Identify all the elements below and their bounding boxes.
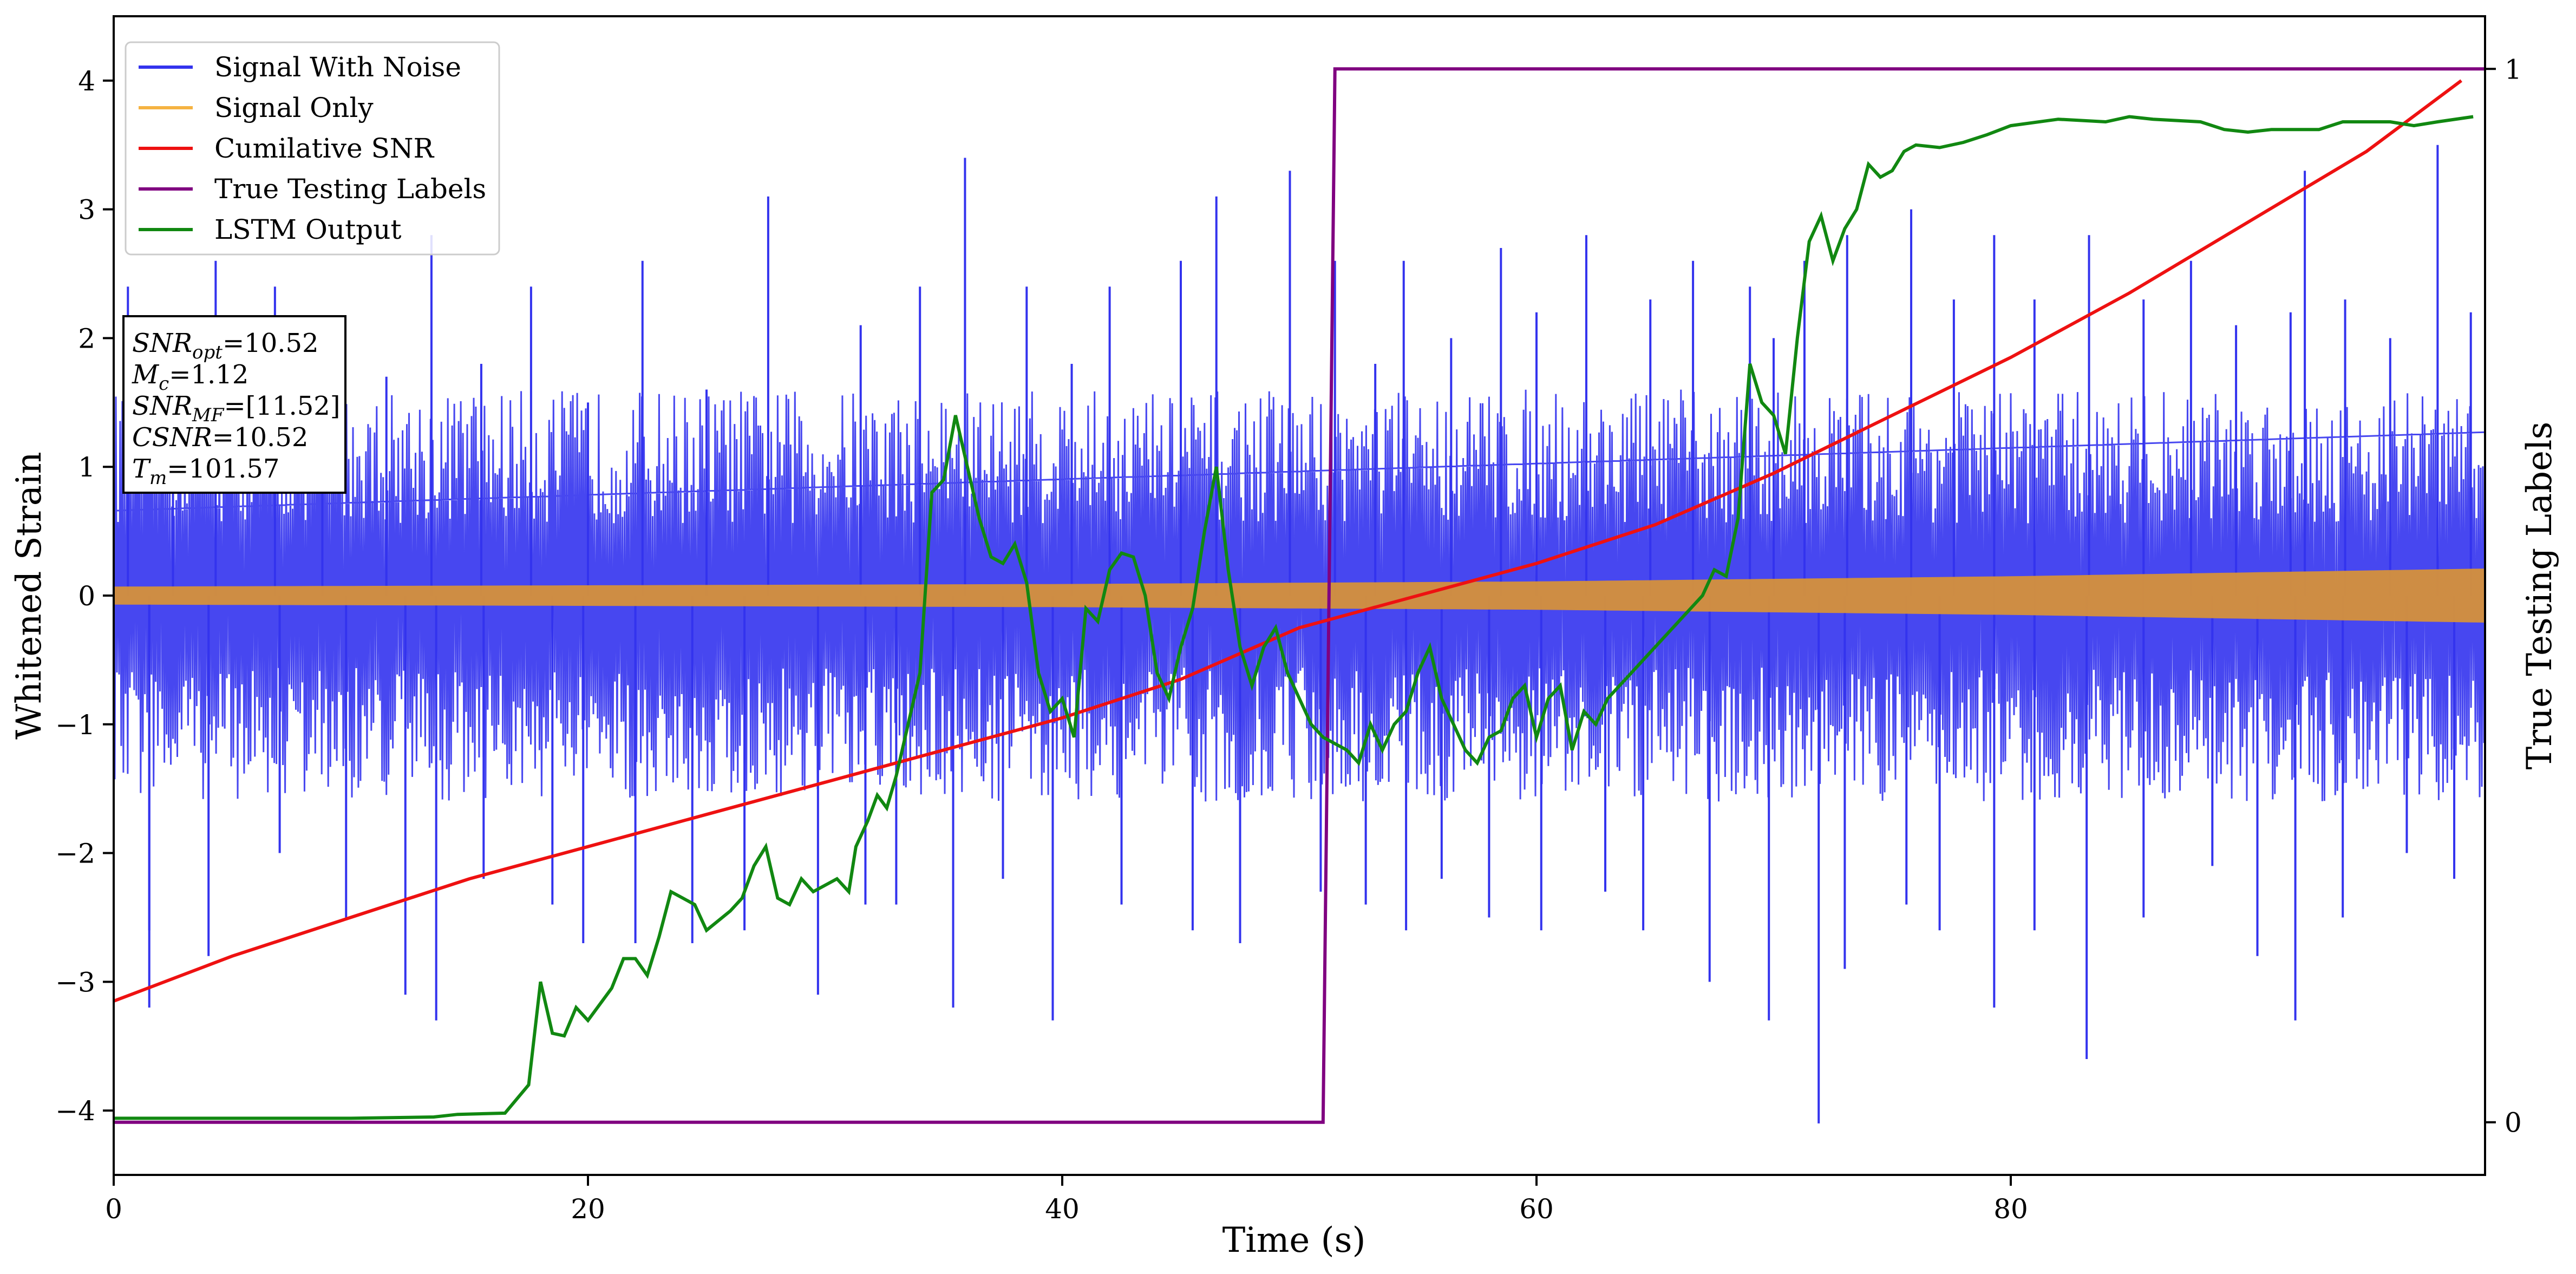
parameter-annotation: SNRopt=10.52Mc=1.12SNRMF=[11.52]CSNR=10.…: [122, 315, 346, 494]
y-tick-label: −2: [55, 838, 95, 870]
y-axis-label: Whitened Strain: [9, 452, 49, 739]
legend-label: Signal With Noise: [214, 51, 461, 83]
y-tick-label: −3: [55, 966, 95, 998]
y-tick-label: 4: [78, 66, 95, 97]
series-true-testing-labels: [114, 67, 2485, 1124]
noise-spikes: [127, 145, 2472, 1123]
legend-label: Cumilative SNR: [214, 133, 434, 164]
annotation-line: SNRMF=[11.52]: [132, 391, 341, 426]
series-signal-only: [114, 569, 2485, 623]
legend-label: LSTM Output: [214, 214, 401, 245]
annotation-line: Mc=1.12: [132, 360, 249, 395]
annotation-line: Tm=101.57: [132, 454, 279, 489]
plot-area: [114, 67, 2485, 1124]
y-tick-label: 3: [78, 194, 95, 226]
x-tick-label: 80: [1993, 1193, 2028, 1225]
x-tick-label: 60: [1519, 1193, 1554, 1225]
x-axis-label: Time (s): [1222, 1220, 1366, 1260]
y2-axis-label: True Testing Labels: [2520, 422, 2560, 770]
y-tick-label: 2: [78, 323, 95, 354]
annotation-line: CSNR=10.52: [132, 422, 308, 453]
y2-axis: 01: [2485, 54, 2522, 1139]
legend-box: [125, 41, 500, 256]
x-tick-label: 0: [105, 1193, 122, 1225]
x-tick-label: 40: [1045, 1193, 1080, 1225]
legend-label: Signal Only: [214, 92, 374, 123]
x-tick-label: 20: [571, 1193, 605, 1225]
y-tick-label: −4: [55, 1095, 95, 1127]
y2-tick-label: 0: [2505, 1107, 2522, 1139]
series-signal-with-noise: [114, 389, 2485, 802]
y-tick-label: −1: [55, 709, 95, 741]
y-tick-label: 0: [78, 580, 95, 612]
annotation-line: SNRopt=10.52: [132, 328, 319, 363]
legend-label: True Testing Labels: [214, 173, 486, 205]
x-axis: 0 20 40 60 80: [105, 1175, 2028, 1225]
series-cumilative-snr: [114, 79, 2462, 1003]
y-tick-label: 1: [78, 452, 95, 483]
series-lstm-output: [114, 115, 2474, 1120]
y2-tick-label: 1: [2505, 54, 2522, 85]
y-axis: −4 −3 −2 −1 0 1 2 3 4: [55, 66, 114, 1127]
annotation-box: [122, 315, 346, 494]
legend: Signal With Noise Signal Only Cumilative S…: [125, 41, 500, 256]
